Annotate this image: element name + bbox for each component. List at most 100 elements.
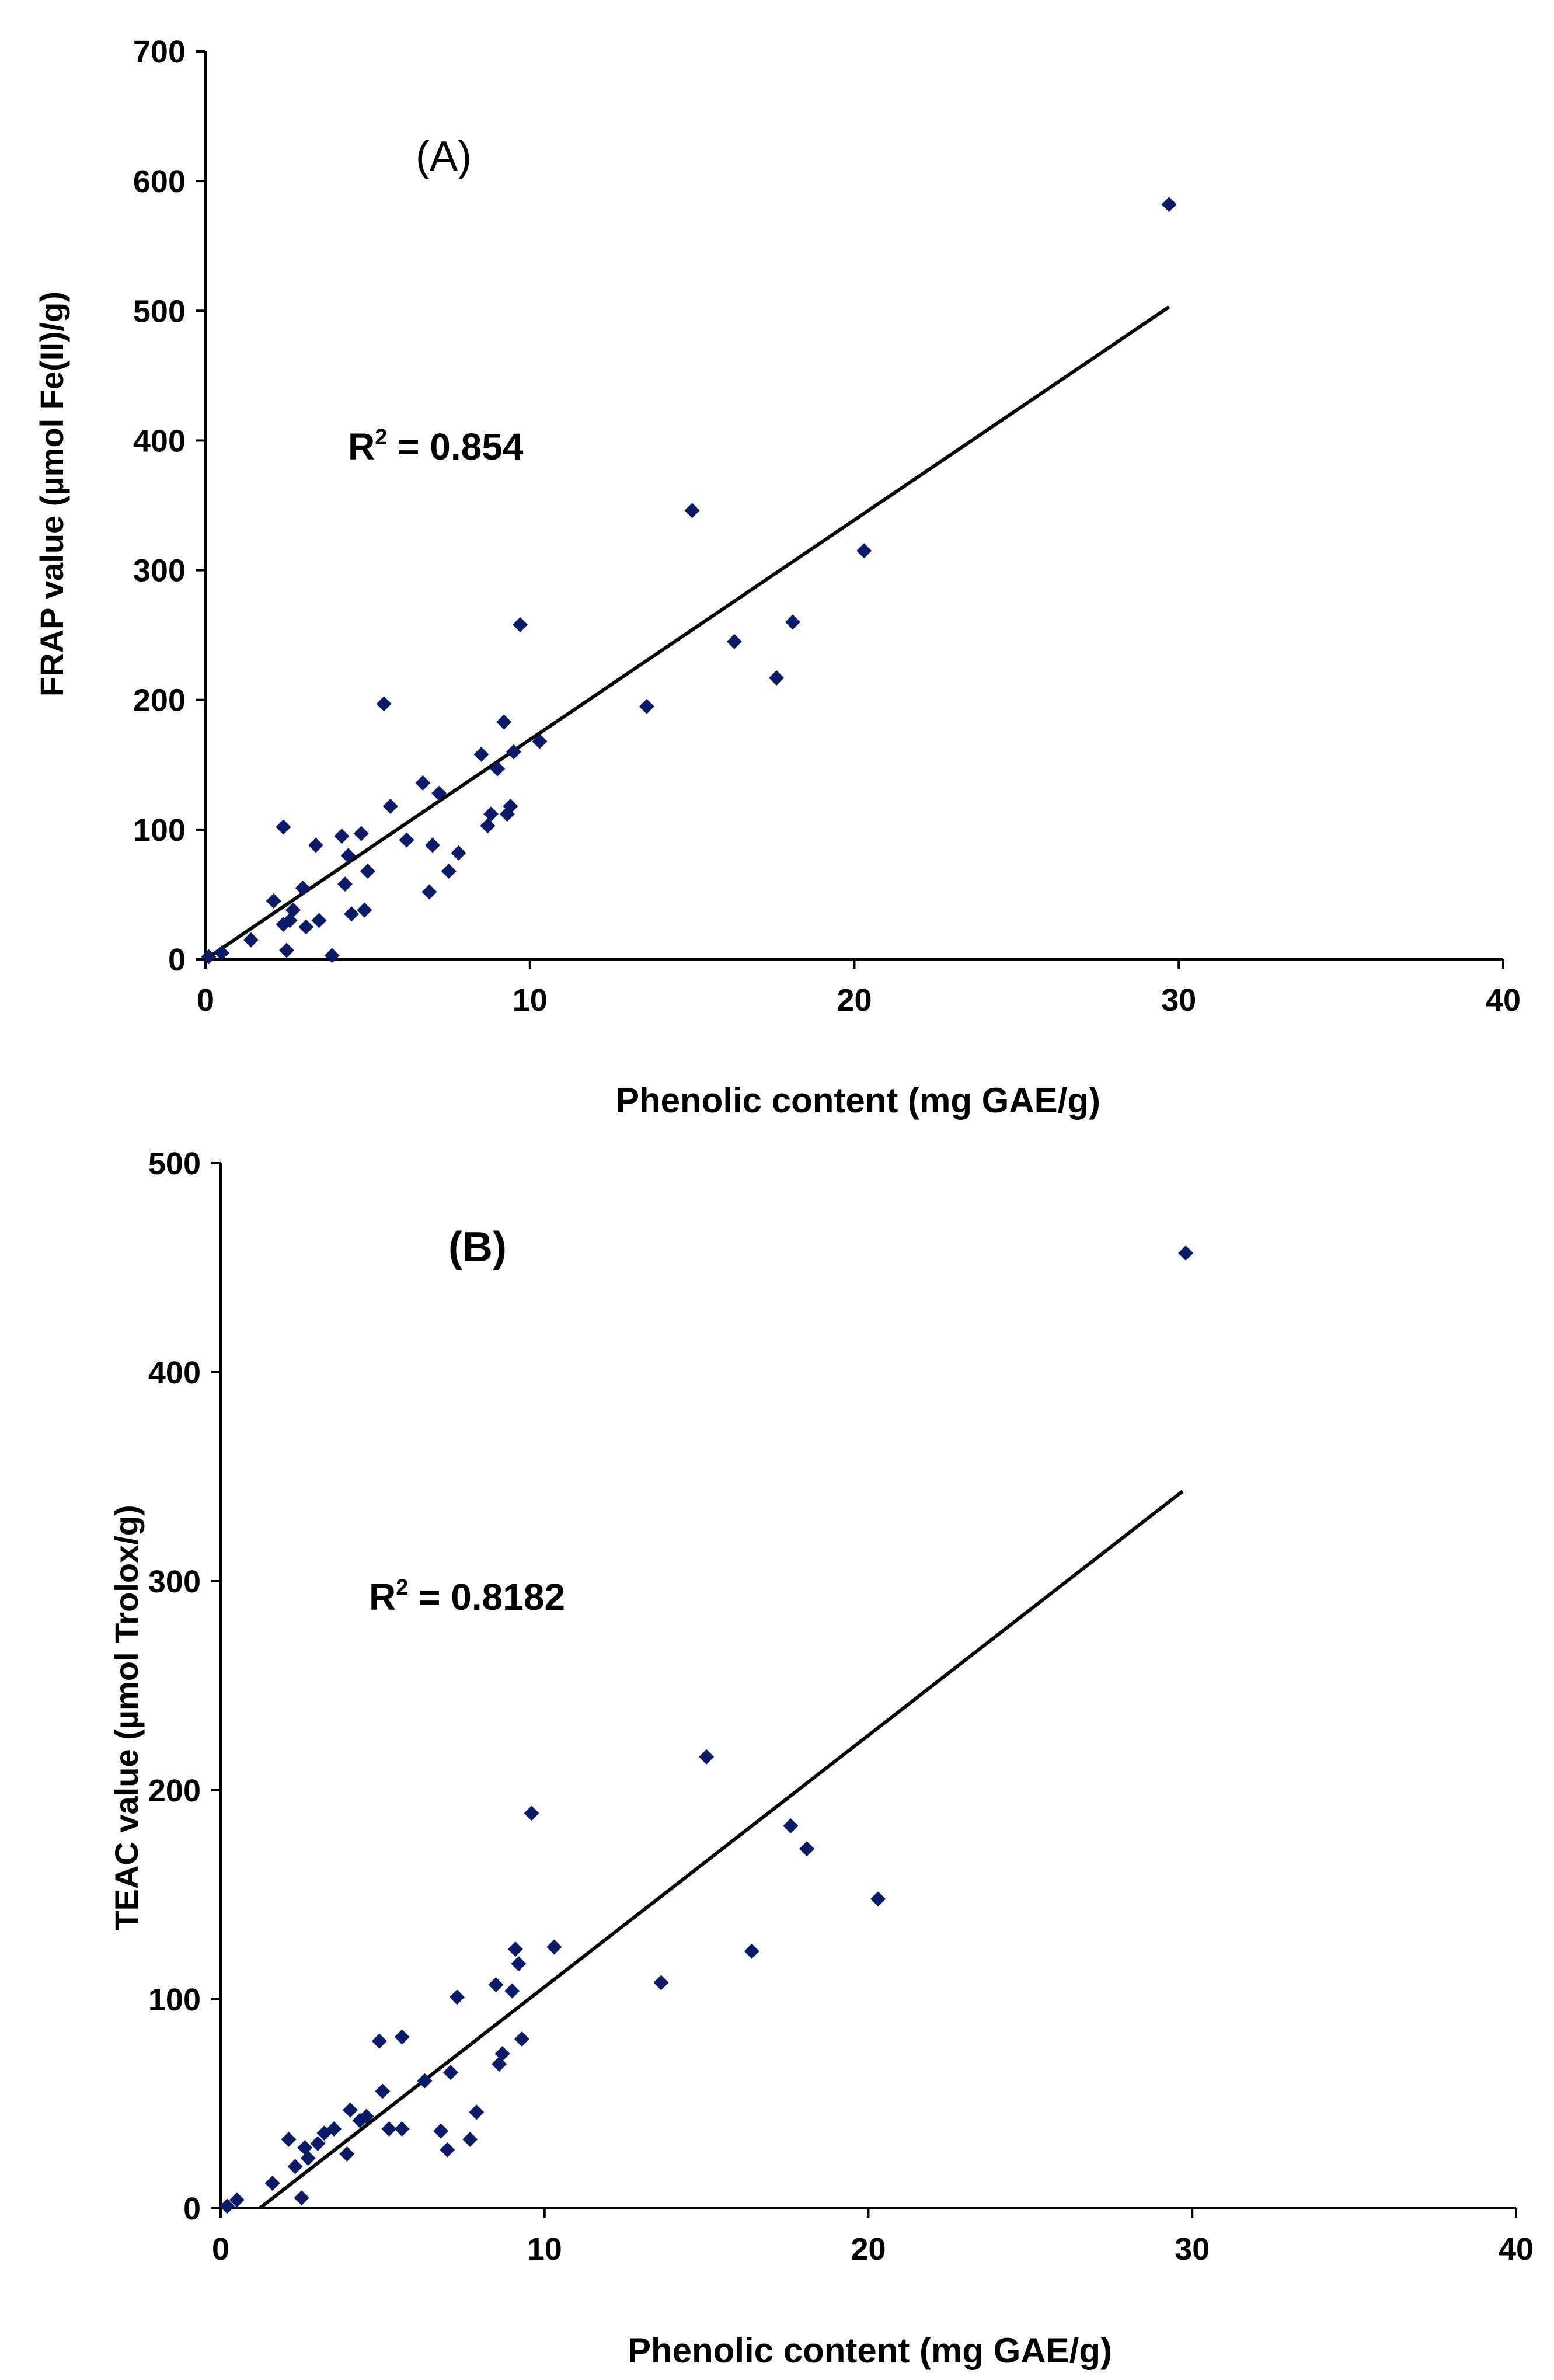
panel-a-x-tick-label: 10: [513, 983, 548, 1018]
panel-b-data-point: [507, 1941, 523, 1957]
panel-b-y-tick-label: 200: [148, 1773, 201, 1808]
panel-a-label: (A): [416, 133, 472, 180]
panel-a-x-tick-label: 40: [1486, 983, 1521, 1018]
panel-a-y-tick-label: 300: [133, 554, 186, 589]
panel-a-data-point: [357, 902, 372, 918]
panel-b-teac-chart: 0 100 200 300 400 500 0 10 20 30 40 (B) R2 = 0.81…: [108, 1146, 1534, 2370]
panel-a-y-tick-label: 100: [133, 813, 186, 848]
panel-b-data-point: [358, 2108, 374, 2124]
panel-b-data-point: [442, 2065, 458, 2080]
panel-a-y-ticks: 0 100 200 300 400 500 600 700: [133, 34, 205, 977]
panel-a-data-point: [1161, 197, 1177, 213]
panel-b-data-point: [394, 2029, 410, 2045]
panel-a-data-point: [769, 670, 785, 686]
panel-b-data-point: [339, 2146, 355, 2162]
panel-a-data-point: [214, 945, 229, 961]
panel-a-y-tick-label: 0: [168, 942, 186, 977]
panel-a-x-ticks: 0 10 20 30 40: [197, 959, 1521, 1018]
panel-b-data-point: [310, 2136, 326, 2152]
panel-b-data-point: [449, 1989, 465, 2005]
panel-a-trendline: [204, 305, 1170, 961]
panel-a-data-point: [337, 876, 353, 892]
panel-b-data-point: [783, 1818, 799, 1833]
panel-a-data-point: [340, 848, 356, 864]
panel-b-r2-superscript: 2: [396, 1575, 408, 1600]
panel-b-data-point: [870, 1891, 886, 1907]
panel-a-data-point: [201, 949, 217, 965]
panel-a-data-point: [399, 832, 414, 848]
panel-b-y-ticks: 0 100 200 300 400 500: [148, 1146, 221, 2226]
panel-a-y-tick-label: 500: [133, 294, 186, 329]
panel-b-y-tick-label: 100: [148, 1982, 201, 2017]
panel-a-data-point: [276, 819, 291, 835]
panel-a-data-point: [503, 798, 518, 814]
panel-a-data-point: [785, 614, 800, 630]
panel-b-data-point: [1178, 1245, 1194, 1261]
panel-a-data-point: [496, 714, 512, 730]
panel-a-data-point: [431, 785, 447, 801]
panel-a-data-point: [334, 828, 350, 844]
panel-a-data-point: [376, 696, 392, 712]
panel-a-r2-prefix: R: [348, 426, 375, 468]
panel-b-data-point: [326, 2121, 342, 2137]
panel-b-data-point: [494, 2046, 510, 2062]
panel-b-x-tick-label: 20: [851, 2232, 886, 2267]
panel-b-data-point: [504, 1983, 520, 1999]
panel-a-data-point: [324, 948, 340, 963]
panel-b-y-tick-label: 500: [148, 1146, 201, 1181]
panel-b-data-point: [433, 2123, 449, 2139]
panel-b-data-point: [375, 2083, 391, 2099]
panel-b-data-point: [264, 2176, 280, 2191]
panel-a-data-point: [532, 733, 548, 749]
panel-a-data-point: [308, 837, 323, 853]
panel-a-r2-superscript: 2: [375, 425, 387, 450]
panel-b-x-axis-label: Phenolic content (mg GAE/g): [628, 2331, 1112, 2370]
panel-a-data-point: [425, 837, 441, 853]
panel-a-data-point: [278, 942, 294, 958]
panel-a-data-point: [506, 744, 521, 760]
panel-b-data-point: [371, 2033, 387, 2049]
panel-b-trendline: [258, 1490, 1184, 2210]
panel-a-data-point: [285, 902, 301, 918]
panel-a-x-tick-label: 20: [837, 983, 872, 1018]
panel-b-points: [219, 1245, 1194, 2214]
panel-a-r-squared: R2 = 0.854: [348, 425, 524, 468]
panel-a-data-point: [684, 503, 700, 519]
panel-a-data-point: [441, 863, 457, 879]
panel-a-data-point: [639, 698, 654, 714]
panel-b-data-point: [744, 1943, 759, 1959]
panel-b-x-tick-label: 30: [1175, 2232, 1210, 2267]
panel-a-data-point: [473, 747, 489, 763]
panel-b-r2-value: = 0.8182: [408, 1576, 565, 1618]
panel-a-data-point: [451, 845, 466, 861]
panel-a-data-point: [298, 919, 314, 935]
panel-a-y-axis-label: FRAP value (µmol Fe(II)/g): [33, 291, 70, 697]
panel-b-data-point: [546, 1939, 562, 1955]
panel-a-x-tick-label: 0: [197, 983, 214, 1018]
panel-b-data-point: [699, 1749, 715, 1765]
panel-a-data-point: [266, 893, 281, 909]
panel-a-r2-value: = 0.854: [387, 426, 524, 468]
panel-a-data-point: [726, 634, 742, 649]
panel-b-data-point: [462, 2131, 478, 2147]
panel-a-points: [201, 197, 1177, 965]
panel-b-data-point: [294, 2190, 309, 2206]
panel-b-data-point: [488, 1977, 504, 1992]
panel-a-x-axis-label: Phenolic content (mg GAE/g): [616, 1081, 1100, 1120]
panel-a-data-point: [311, 913, 327, 928]
panel-b-data-point: [381, 2121, 397, 2137]
panel-b-data-point: [799, 1841, 815, 1857]
panel-b-data-point: [417, 2073, 433, 2089]
panel-b-data-point: [219, 2198, 235, 2214]
panel-a-data-point: [344, 906, 360, 922]
panel-a-x-tick-label: 30: [1161, 983, 1196, 1018]
panel-b-x-tick-label: 40: [1499, 2232, 1534, 2267]
panel-b-label: (B): [448, 1224, 507, 1271]
panel-b-data-point: [281, 2131, 297, 2147]
panel-a-y-tick-label: 200: [133, 683, 186, 718]
panel-b-data-point: [229, 2192, 245, 2208]
panel-a-data-point: [513, 617, 528, 632]
panel-a-data-point: [480, 818, 496, 834]
panel-a-data-point: [490, 761, 506, 777]
